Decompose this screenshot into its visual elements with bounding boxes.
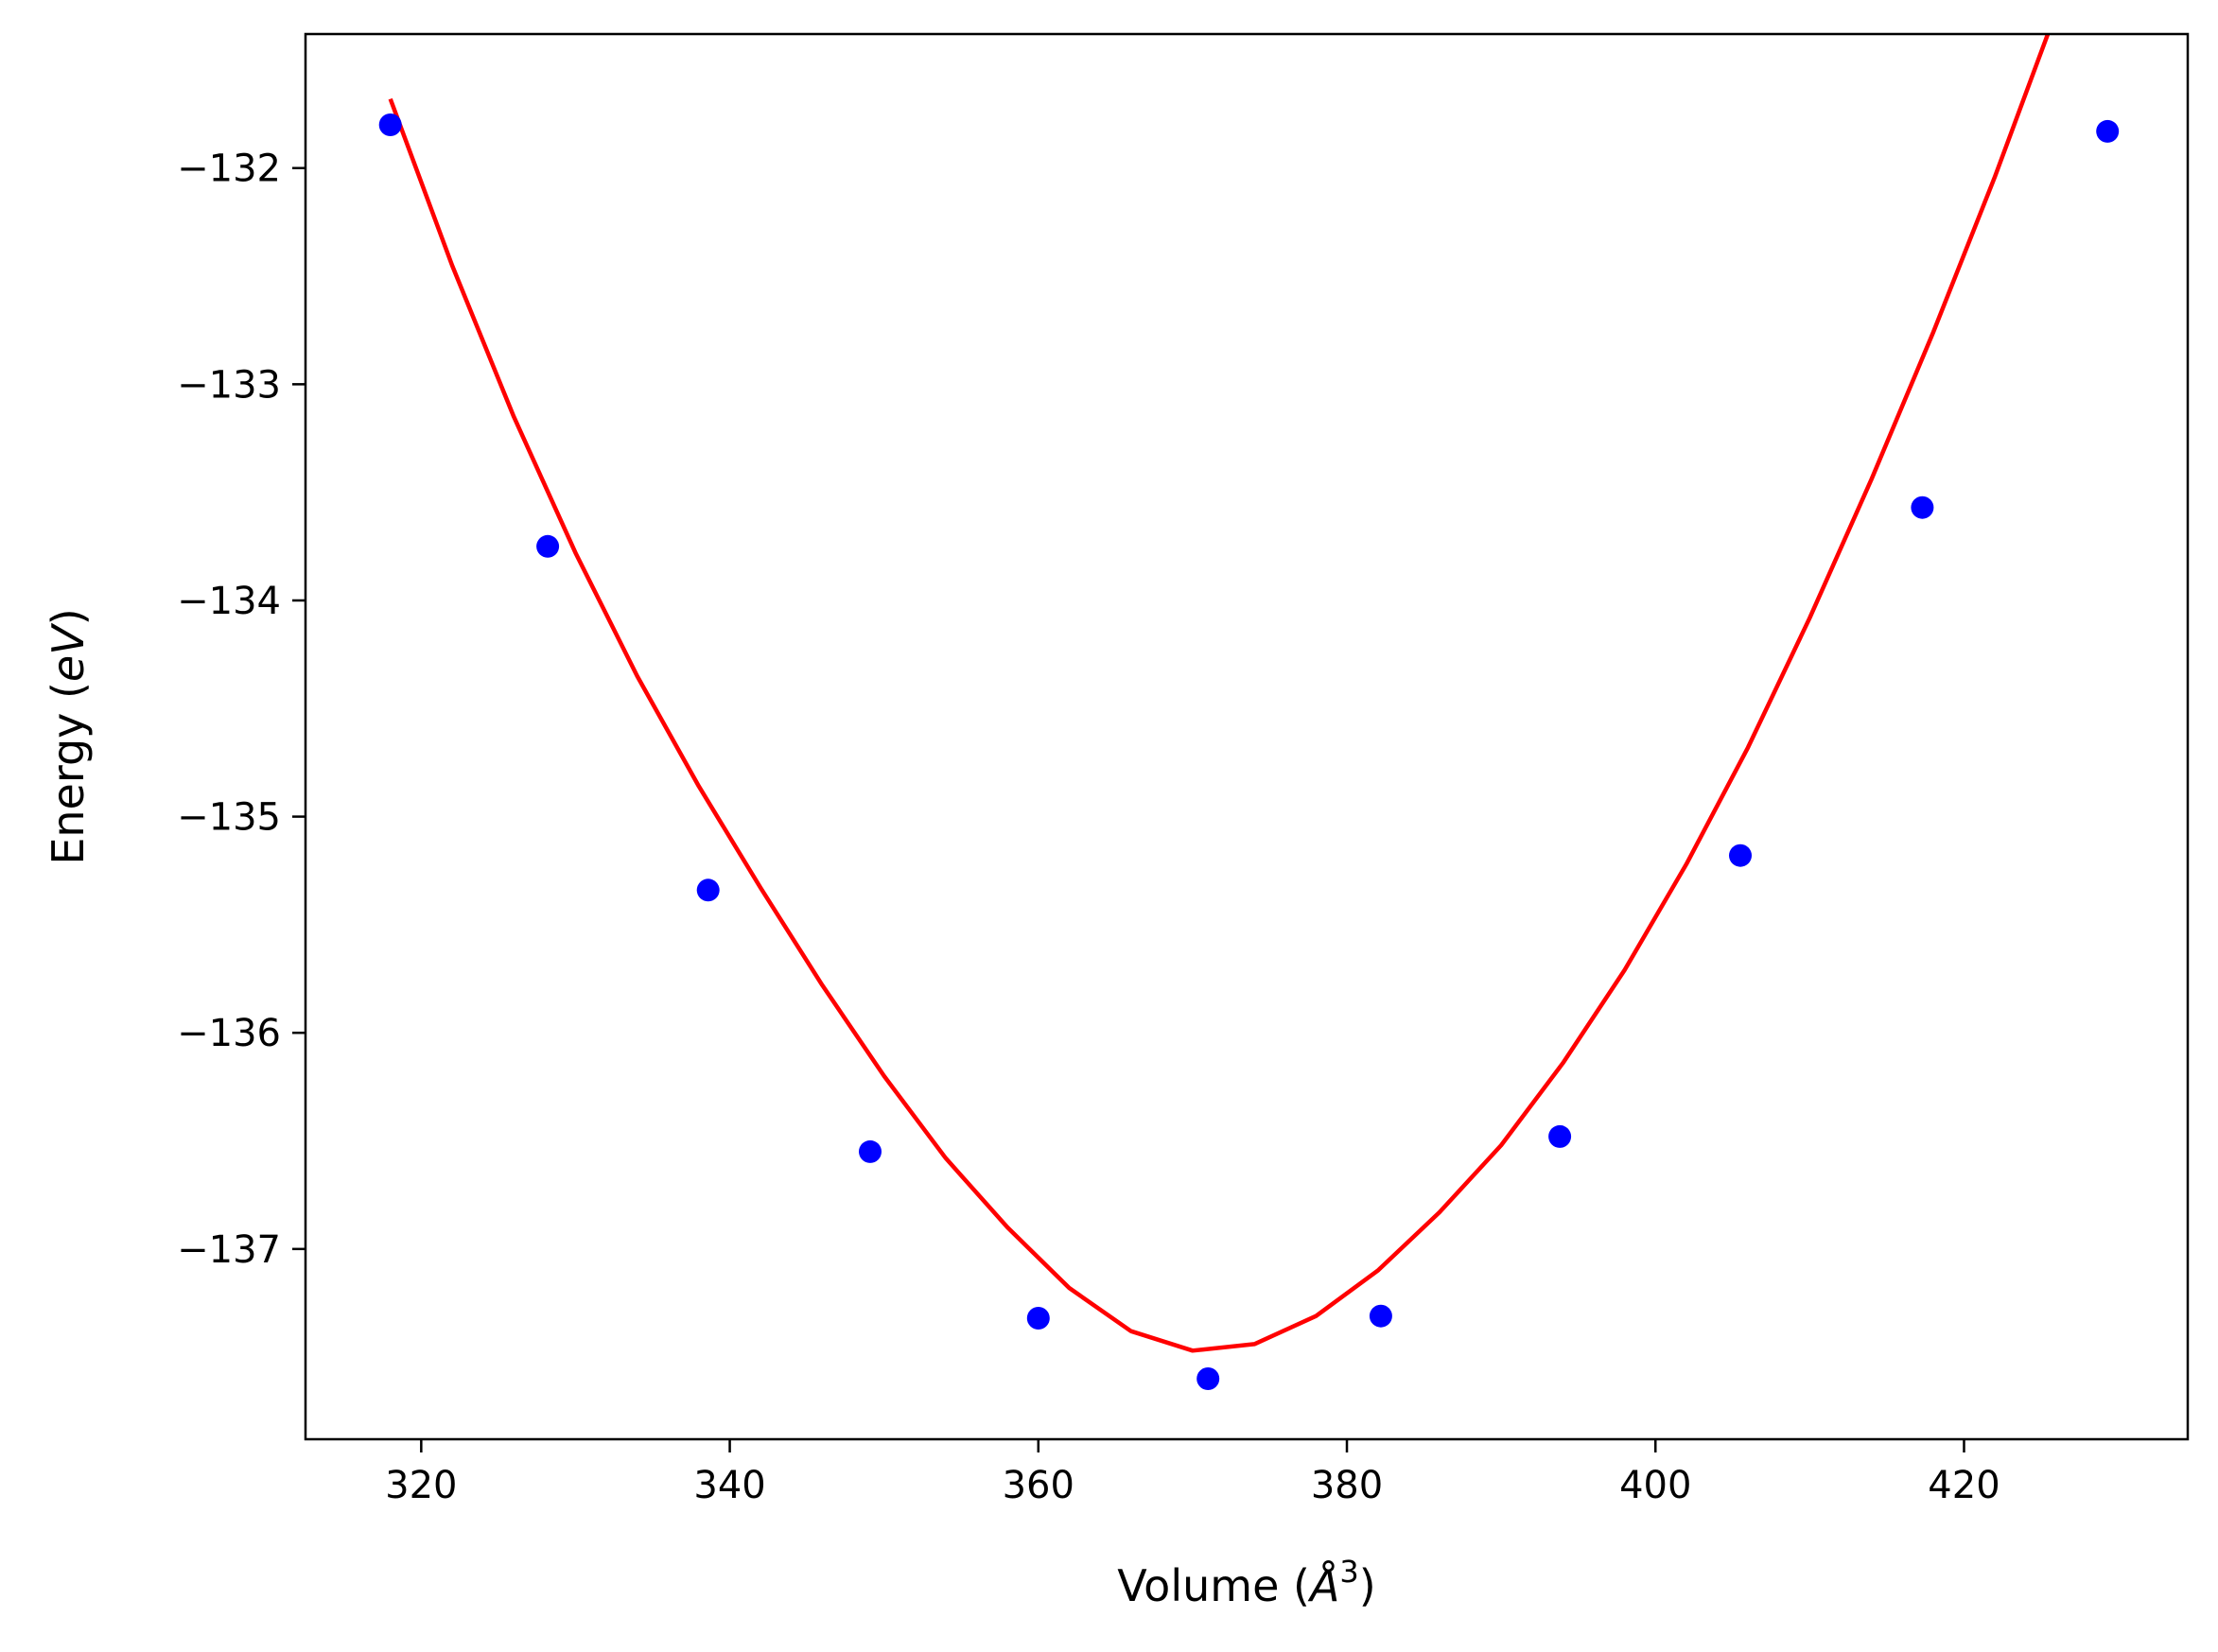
data-point xyxy=(859,1139,882,1163)
y-tick-label: −133 xyxy=(177,363,281,407)
x-axis-label: Volume (Å3) xyxy=(1117,1554,1375,1611)
x-tick-label: 380 xyxy=(1311,1464,1383,1507)
x-tick-label: 420 xyxy=(1928,1464,2000,1507)
data-point xyxy=(1548,1124,1572,1148)
axes-frame xyxy=(304,32,2190,1441)
y-tick-label: −137 xyxy=(177,1228,281,1272)
x-axis-label-prefix: Volume ( xyxy=(1117,1560,1310,1611)
y-axis: −132 −133 −134 −135 −136 −137 xyxy=(177,148,306,1272)
x-axis-label-suffix: ) xyxy=(1359,1560,1376,1611)
y-axis-label-suffix: ) xyxy=(43,608,94,625)
data-point xyxy=(1026,1307,1050,1330)
y-tick-label: −132 xyxy=(177,148,281,191)
data-point xyxy=(696,878,720,902)
data-point xyxy=(536,534,560,558)
data-point xyxy=(1369,1304,1392,1328)
plot-area xyxy=(378,34,2120,1390)
y-tick-label: −136 xyxy=(177,1012,281,1055)
data-point xyxy=(1729,843,1752,867)
data-point xyxy=(2096,119,2120,143)
y-axis-label-unit: eV xyxy=(43,622,94,682)
x-tick-label: 320 xyxy=(385,1464,457,1507)
x-axis: 320 340 360 380 400 420 xyxy=(385,1439,2000,1507)
data-point xyxy=(378,113,402,136)
data-point xyxy=(1196,1367,1220,1390)
y-axis-label-prefix: Energy ( xyxy=(43,682,94,865)
fit-curve xyxy=(388,34,2051,1353)
y-tick-label: −135 xyxy=(177,796,281,840)
x-axis-label-exponent: 3 xyxy=(1339,1554,1358,1590)
x-tick-label: 400 xyxy=(1619,1464,1691,1507)
data-point xyxy=(1911,496,1934,519)
x-axis-label-symbol: Å xyxy=(1307,1560,1339,1611)
x-tick-label: 340 xyxy=(693,1464,765,1507)
x-tick-label: 360 xyxy=(1003,1464,1074,1507)
y-tick-label: −134 xyxy=(177,580,281,623)
y-axis-label: Energy (eV) xyxy=(43,608,94,864)
